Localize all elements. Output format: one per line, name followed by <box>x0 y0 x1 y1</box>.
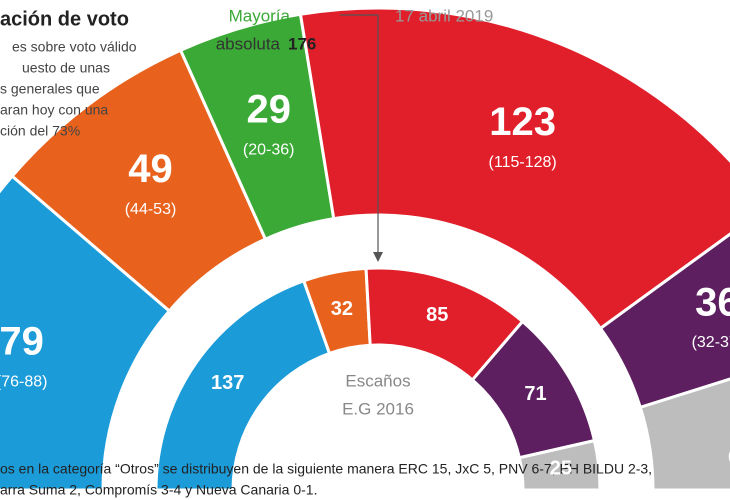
seat-range: (34-38) <box>728 447 730 464</box>
seat-value: 36 <box>695 281 730 325</box>
seat-segment <box>638 377 730 492</box>
subtitle: es sobre voto válido <box>12 39 137 55</box>
seat-segment <box>598 232 730 410</box>
majority-label: absoluta <box>216 34 281 53</box>
subtitle: ción del 73% <box>0 123 80 139</box>
seat-range: (44-53) <box>125 201 177 218</box>
subtitle: s generales que <box>0 81 100 97</box>
seat-value: 123 <box>489 100 556 144</box>
seat-value: 49 <box>128 147 173 191</box>
subtitle: uesto de unas <box>22 60 110 76</box>
seat-range: (76-88) <box>0 373 47 390</box>
majority-line <box>340 14 379 258</box>
footnote: os en la categoría “Otros” se distribuye… <box>0 461 652 477</box>
majority-arrow <box>373 252 383 262</box>
seat-segment <box>517 438 602 492</box>
seat-value: 25 <box>550 458 572 480</box>
seat-segment <box>298 6 730 331</box>
seat-range: (115-128) <box>489 154 557 171</box>
seat-value: 85 <box>426 304 448 326</box>
seat-range: (32-37) <box>692 334 730 351</box>
seat-value: 32 <box>331 298 353 320</box>
majority-value: 176 <box>288 34 316 53</box>
seat-value: 79 <box>0 320 44 364</box>
seat-value: 137 <box>211 372 244 394</box>
date: 17 abril 2019 <box>395 6 493 25</box>
seat-value: 29 <box>246 88 291 132</box>
chart-title: ación de voto <box>0 8 129 30</box>
inner-caption: Escaños <box>345 371 410 390</box>
majority-label: Mayoría <box>229 6 291 25</box>
seat-range: (20-36) <box>243 141 295 158</box>
footnote: arra Suma 2, Compromís 3-4 y Nueva Canar… <box>0 482 317 498</box>
subtitle: aran hoy con una <box>0 102 108 118</box>
inner-caption: E.G 2016 <box>342 399 414 418</box>
seat-value: 71 <box>524 383 546 405</box>
